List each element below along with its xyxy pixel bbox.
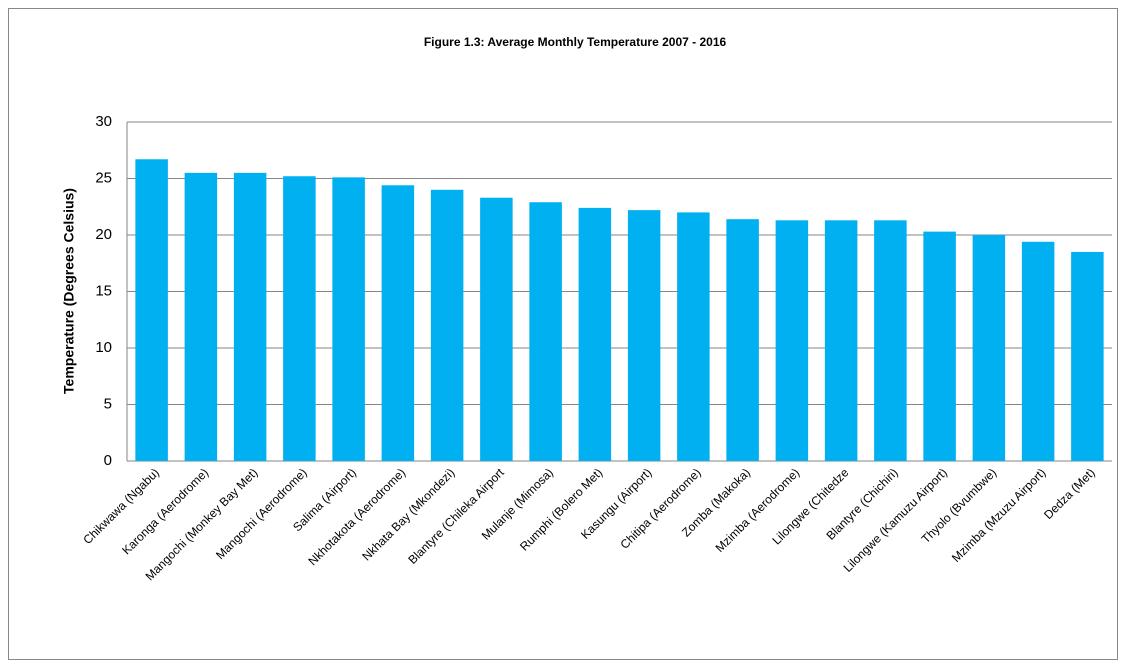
bar (824, 220, 858, 461)
y-tick-label: 15 (95, 282, 112, 299)
bar (430, 189, 464, 462)
bar (726, 219, 759, 461)
bar (135, 159, 168, 462)
y-tick-label: 0 (104, 452, 112, 469)
bar (233, 172, 267, 461)
bar (480, 197, 513, 461)
y-tick-label: 30 (95, 113, 112, 130)
chart-title: Figure 1.3: Average Monthly Temperature … (424, 35, 727, 49)
bar (1071, 251, 1104, 461)
bar (627, 210, 661, 461)
y-tick-label: 25 (95, 169, 112, 186)
y-tick-label: 5 (104, 395, 112, 412)
y-tick-label: 10 (95, 339, 112, 356)
bar (677, 212, 710, 461)
bar (923, 231, 956, 461)
bar (529, 202, 562, 462)
bar (1021, 241, 1055, 461)
bar (578, 207, 612, 461)
bar (972, 235, 1006, 461)
bar (332, 177, 365, 461)
bar (381, 185, 415, 461)
bar (184, 172, 218, 461)
bar (874, 220, 907, 461)
bar (775, 220, 809, 461)
bar (283, 176, 316, 462)
y-axis-label: Temperature (Degrees Celsius) (61, 188, 77, 394)
y-tick-label: 20 (95, 226, 112, 243)
